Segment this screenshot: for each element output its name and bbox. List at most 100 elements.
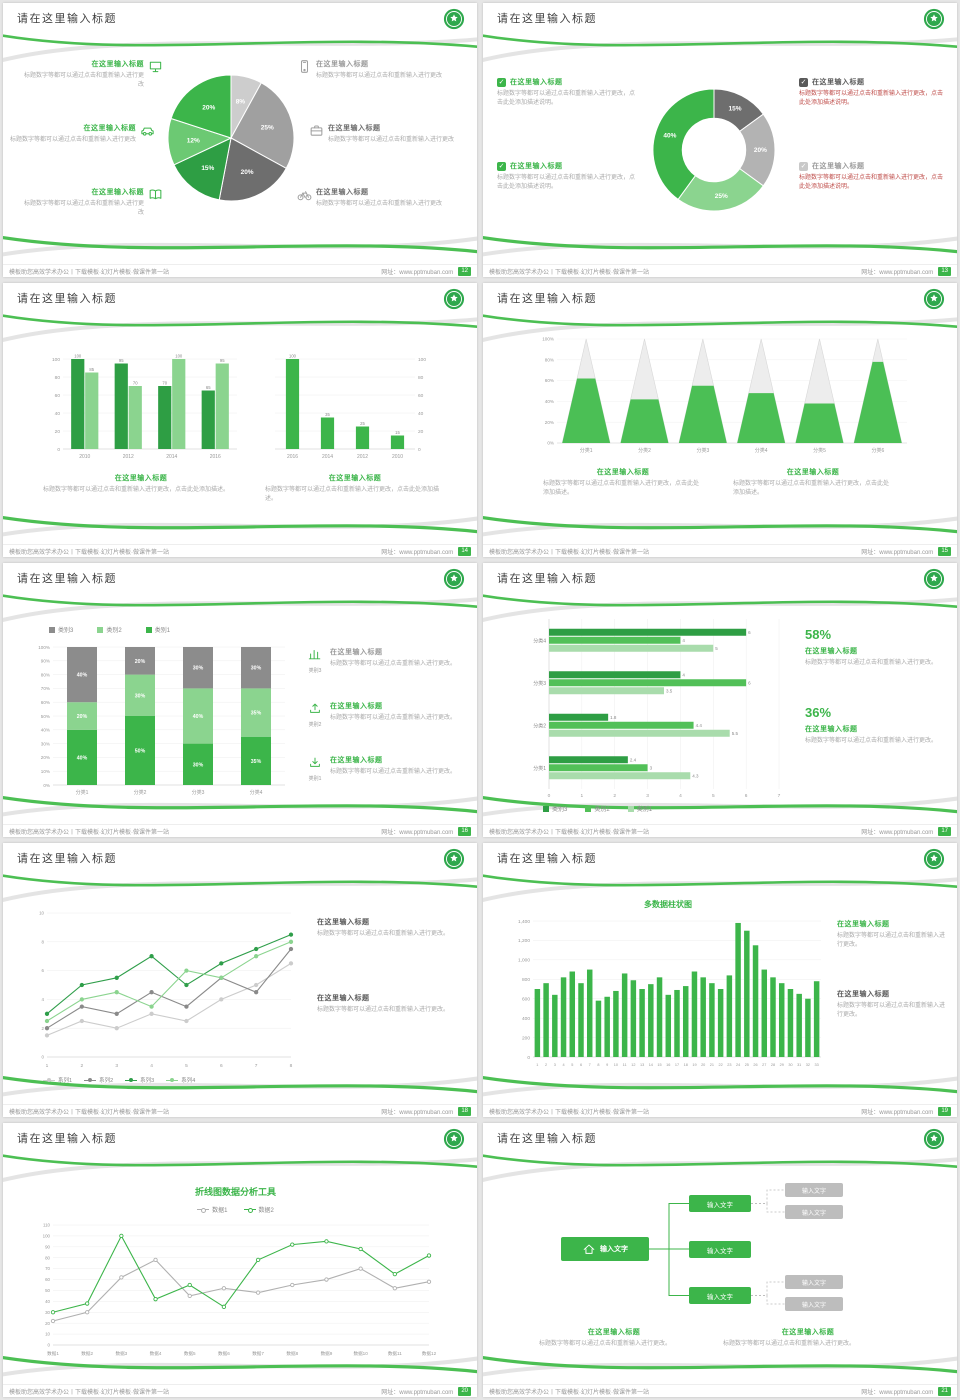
slide-18-thumbnail[interactable]: 请在这里输入标题 0 2 4 6 8 10 1 2 3 4 5 6 7 8 系列1 系列2 系列3 系列4… — [3, 843, 477, 1117]
text-block: 在这里输入标题 标题数字等都可以通过点击和重新输入进行更改 — [297, 187, 451, 209]
svg-text:60%: 60% — [545, 378, 554, 383]
svg-text:2012: 2012 — [123, 454, 134, 460]
block-heading: 在这里输入标题 — [316, 189, 369, 196]
svg-text:分类2: 分类2 — [638, 447, 651, 454]
svg-text:分类4: 分类4 — [755, 447, 768, 454]
slide-20-thumbnail[interactable]: 请在这里输入标题 折线图数据分析工具 数据1 数据2 0 10 20 30 40 50 60… — [3, 1123, 477, 1397]
slide-15-thumbnail[interactable]: 请在这里输入标题 0% 20% 40% 60% 80% 100% 分类1 分类2 分类3 分类4 分… — [483, 283, 957, 557]
slide-14-thumbnail[interactable]: 请在这里输入标题 0 20 40 60 80 100 2010 100 85 2012 95 70 20… — [3, 283, 477, 557]
svg-text:200: 200 — [522, 1035, 530, 1041]
horizontal-bar-chart: 0 1 2 3 4 5 6 7 分类4 6 4 5 分类3 4 6 3.5 分类2 1.8 4.4 5.5 分类1 2.4… — [533, 619, 781, 799]
svg-text:4: 4 — [682, 638, 685, 643]
svg-text:20%: 20% — [241, 169, 254, 176]
block-heading: 在这里输入标题 — [812, 79, 865, 86]
stat-block: 58% 在这里输入标题 标题数字等都可以通过点击和重新输入进行更改。 — [805, 627, 945, 668]
slide-title: 请在这里输入标题 — [497, 13, 597, 25]
svg-text:数据11: 数据11 — [388, 1350, 402, 1357]
footer-left-text: 模板助您高效学术办公丨下载模板·幻灯片模板·做课件第一站 — [489, 549, 649, 556]
svg-text:数据4: 数据4 — [150, 1350, 162, 1357]
svg-text:100: 100 — [52, 357, 60, 363]
svg-text:0: 0 — [548, 793, 551, 799]
svg-text:20%: 20% — [135, 659, 146, 665]
footer-left-text: 模板助您高效学术办公丨下载模板·幻灯片模板·做课件第一站 — [489, 1389, 649, 1396]
checkbox-icon — [497, 77, 506, 87]
svg-text:数据5: 数据5 — [184, 1350, 196, 1357]
page-number: 12 — [458, 266, 471, 276]
block-desc: 标题数字等都可以通过点击和重新输入进行更改。 — [317, 930, 450, 937]
slide-13-thumbnail[interactable]: 请在这里输入标题 15% 20% 25% 40% 在这里输入标题 标题数字等都可以通过… — [483, 3, 957, 277]
text-block: 在这里输入标题 标题数字等都可以通过点击和重新输入进行更改。 — [317, 917, 463, 939]
block-desc: 标题数字等都可以通过点击和重新输入进行更改 — [316, 200, 443, 207]
block-heading: 在这里输入标题 — [330, 703, 383, 710]
text-block: 在这里输入标题 标题数字等都可以通过点击和重新输入进行更改，点击此处添加描述。 — [43, 473, 239, 495]
slide-19-thumbnail[interactable]: 请在这里输入标题 多数据柱状图 0 200 400 600 800 1,000 1,200 1… — [483, 843, 957, 1117]
svg-text:30%: 30% — [251, 666, 262, 672]
svg-text:70: 70 — [162, 381, 167, 386]
line-marker-icon — [166, 1077, 179, 1082]
block-heading: 在这里输入标题 — [328, 475, 382, 482]
line-marker-icon — [243, 1207, 256, 1213]
block-heading: 在这里输入标题 — [596, 469, 650, 476]
legend-item: 类别2 — [585, 804, 610, 813]
slide-title: 请在这里输入标题 — [497, 573, 597, 585]
slide-16-thumbnail[interactable]: 请在这里输入标题 类别3 类别2 类别1 0% 10% 20% 30% 40% 50% 60… — [3, 563, 477, 837]
svg-text:0: 0 — [57, 447, 60, 453]
home-icon — [583, 1244, 595, 1254]
svg-text:15: 15 — [395, 430, 400, 435]
svg-text:40: 40 — [418, 411, 424, 417]
school-logo-icon — [443, 568, 465, 590]
svg-text:3: 3 — [554, 1063, 556, 1067]
block-heading: 在这里输入标题 — [114, 475, 168, 482]
school-logo-icon — [923, 1128, 945, 1150]
svg-text:7: 7 — [589, 1063, 591, 1067]
block-desc: 标题数字等都可以通过点击和重新输入进行更改。 — [805, 737, 938, 744]
legend-label: 数据1 — [212, 1208, 228, 1214]
legend-label: 系列3 — [140, 1078, 155, 1084]
block-desc: 标题数字等都可以通过点击和重新输入进行更改，点击此处添加描述。 — [265, 486, 440, 502]
block-desc: 标题数字等都可以通过点击和重新输入进行更改，点击此处添加描述。 — [543, 480, 700, 496]
text-block: 在这里输入标题 标题数字等都可以通过点击和重新输入进行更改。 — [317, 993, 463, 1015]
svg-text:5: 5 — [715, 646, 718, 651]
footer-right-text: 网址：www.pptmuban.com — [861, 549, 934, 556]
footer-right-text: 网址：www.pptmuban.com — [381, 1109, 454, 1116]
svg-text:7: 7 — [255, 1063, 258, 1069]
svg-text:1: 1 — [46, 1063, 49, 1069]
feature-row: 类别3 在这里输入标题 标题数字等都可以通过点击重新输入进行更改。 — [305, 647, 463, 674]
svg-text:15%: 15% — [729, 106, 742, 113]
svg-text:20%: 20% — [41, 755, 50, 760]
svg-text:40: 40 — [55, 411, 61, 417]
svg-text:21: 21 — [710, 1063, 714, 1067]
block-heading: 在这里输入标题 — [812, 163, 865, 170]
svg-text:数据3: 数据3 — [115, 1350, 127, 1357]
slide-title: 请在这里输入标题 — [17, 1133, 117, 1145]
slide-21-thumbnail[interactable]: 请在这里输入标题 输入文字 输入文字 输入文字 输入文字 输入文字 输入文字 输… — [483, 1123, 957, 1397]
slide-12-thumbnail[interactable]: 请在这里输入标题 8% 25% 20% 15% 12% 20% 在这里输入标题 标题数字等… — [3, 3, 477, 277]
svg-text:2: 2 — [545, 1063, 547, 1067]
school-logo-icon — [443, 1128, 465, 1150]
svg-text:80: 80 — [55, 375, 61, 381]
school-logo-icon — [443, 848, 465, 870]
svg-text:100: 100 — [175, 354, 183, 359]
donut-chart: 15% 20% 25% 40% — [652, 88, 776, 212]
bottom-swoosh-decoration — [483, 1348, 957, 1384]
svg-text:13: 13 — [640, 1063, 644, 1067]
legend-label: 类别1 — [636, 807, 653, 813]
svg-text:12: 12 — [631, 1063, 635, 1067]
svg-text:35%: 35% — [251, 711, 262, 717]
svg-text:4: 4 — [42, 997, 45, 1002]
school-logo-icon — [923, 8, 945, 30]
block-desc: 标题数字等都可以通过点击重新输入进行更改。 — [330, 714, 457, 721]
chart-title: 多数据柱状图 — [644, 900, 692, 909]
slide-title: 请在这里输入标题 — [17, 573, 117, 585]
block-heading: 在这里输入标题 — [317, 919, 370, 926]
svg-text:65: 65 — [206, 385, 211, 390]
text-block: 在这里输入标题 标题数字等都可以通过点击和重新输入进行更改，点击此处添加描述。 — [543, 467, 703, 498]
svg-text:1,000: 1,000 — [518, 958, 530, 964]
pie-chart: 8% 25% 20% 15% 12% 20% — [167, 74, 295, 202]
block-desc: 标题数字等都可以通过点击和重新输入进行更改。 — [317, 1006, 450, 1013]
svg-text:20%: 20% — [754, 147, 767, 154]
svg-text:分类1: 分类1 — [533, 765, 546, 772]
legend-swatch — [49, 626, 55, 633]
slide-17-thumbnail[interactable]: 请在这里输入标题 0 1 2 3 4 5 6 7 分类4 6 4 5 分类3 4 6 3.5 分类2 1.8 4.4… — [483, 563, 957, 837]
